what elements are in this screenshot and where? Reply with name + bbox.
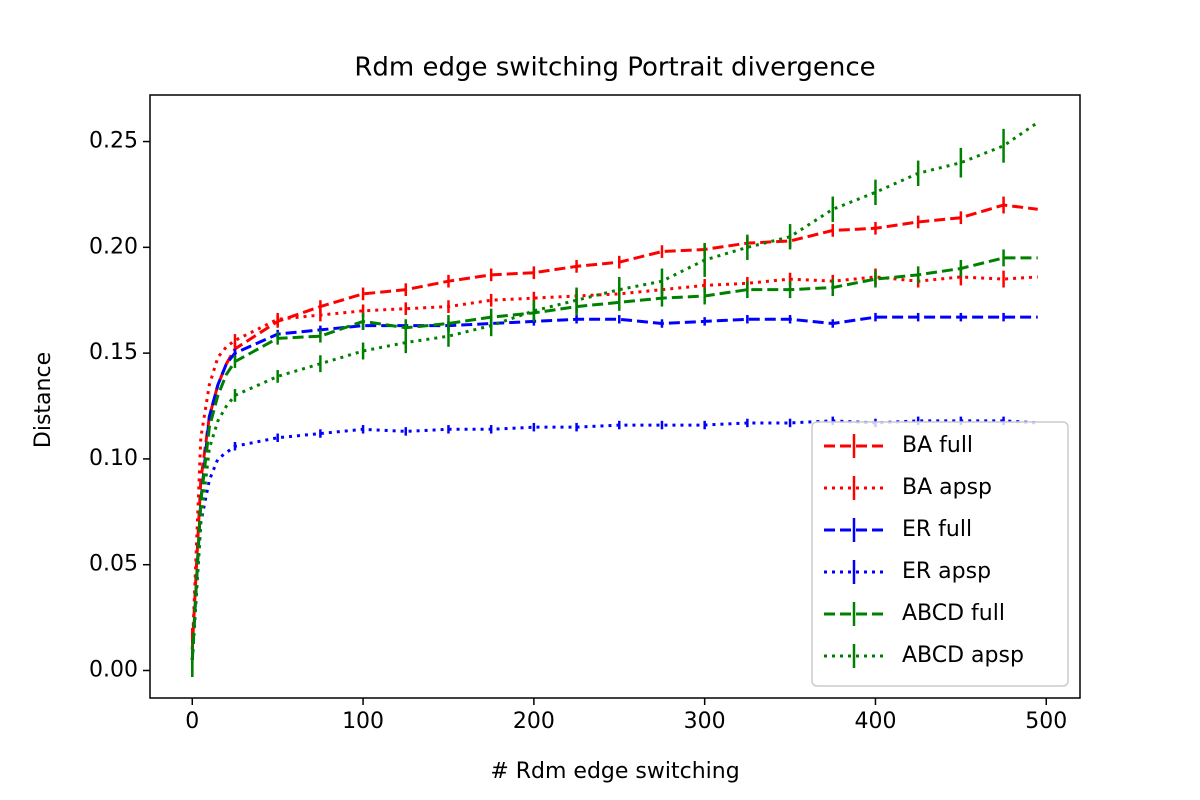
legend-label: ER full xyxy=(902,517,972,542)
plot-frame xyxy=(149,94,1081,699)
x-tick-label: 0 xyxy=(185,709,199,734)
y-tick-label: 0.00 xyxy=(89,657,138,682)
legend-label: BA full xyxy=(902,433,973,458)
y-tick-label: 0.15 xyxy=(89,340,138,365)
legend-label: ABCD apsp xyxy=(902,643,1024,668)
legend-label: ABCD full xyxy=(902,601,1005,626)
y-tick-label: 0.10 xyxy=(89,446,138,471)
y-tick-label: 0.25 xyxy=(89,129,138,154)
x-tick-label: 100 xyxy=(342,709,384,734)
y-tick-label: 0.20 xyxy=(89,234,138,259)
legend-label: ER apsp xyxy=(902,559,991,584)
legend-label: BA apsp xyxy=(902,475,992,500)
series-line xyxy=(190,121,1039,661)
x-tick-label: 300 xyxy=(684,709,726,734)
x-axis-label: # Rdm edge switching xyxy=(490,759,739,784)
y-tick-label: 0.05 xyxy=(89,552,138,577)
y-axis-label: Distance xyxy=(31,352,56,448)
x-tick-label: 500 xyxy=(1025,709,1067,734)
x-tick-label: 200 xyxy=(513,709,555,734)
legend-box xyxy=(811,421,1069,687)
chart-title: Rdm edge switching Portrait divergence xyxy=(354,53,875,83)
x-tick-label: 400 xyxy=(854,709,896,734)
